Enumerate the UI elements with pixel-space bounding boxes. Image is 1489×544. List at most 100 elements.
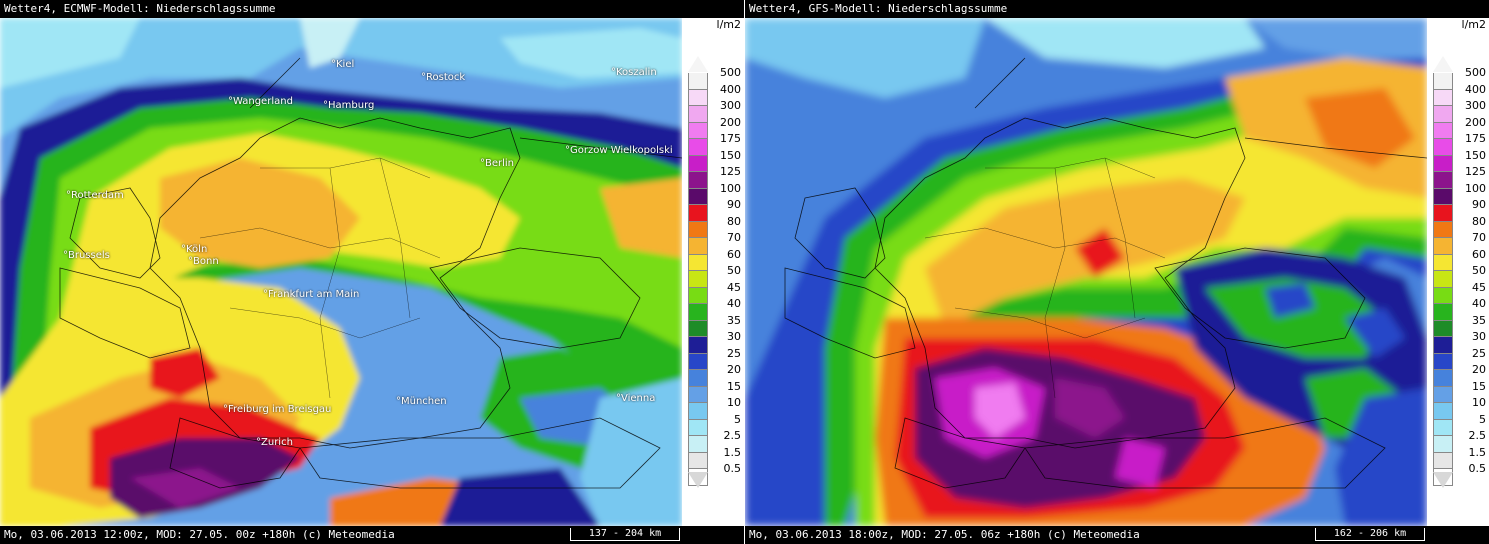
legend-level-label: 125 [1465, 165, 1486, 178]
legend-level-label: 80 [1472, 214, 1486, 228]
legend-level-label: 150 [1465, 148, 1486, 162]
gfs-panel: Wetter4, GFS-Modell: Niederschlagssumme [745, 0, 1489, 544]
legend-swatch [1433, 139, 1453, 156]
legend-level-label: 20 [1472, 363, 1486, 376]
legend-swatch [1433, 271, 1453, 288]
legend-level-label: 50 [727, 264, 741, 277]
gfs-footer: Mo, 03.06.2013 18:00z, MOD: 27.05. 06z +… [749, 528, 1140, 541]
legend-level-label: 10 [1472, 396, 1486, 409]
legend-swatch [688, 139, 708, 156]
legend-labels: 500 400 300 200 175 150 125 100 90 80 70 60 50 45 40 35… [709, 65, 743, 478]
legend-swatch [688, 89, 708, 106]
city-label-koeln: °Köln [181, 244, 208, 255]
ecmwf-panel: Wetter4, ECMWF-Modell: Niederschlagssumm… [0, 0, 744, 544]
legend-swatch [688, 172, 708, 189]
legend-unit: l/m2 [1461, 18, 1486, 31]
legend-swatch [688, 271, 708, 288]
legend-level-label: 70 [727, 231, 741, 244]
legend-level-label: 175 [1465, 132, 1486, 145]
legend-level-label: 200 [720, 115, 741, 129]
gfs-precipitation-map[interactable] [745, 18, 1427, 526]
city-label-koszalin: °Koszalin [611, 67, 657, 78]
city-label-rotterdam: °Rotterdam [66, 190, 124, 201]
legend-swatch [1433, 386, 1453, 403]
legend-swatch [688, 452, 708, 469]
legend-swatch [688, 73, 708, 90]
legend-swatches [1433, 73, 1453, 486]
legend-level-label: 0.5 [723, 462, 742, 475]
legend-swatch [1433, 155, 1453, 172]
gfs-title-bar: Wetter4, GFS-Modell: Niederschlagssumme [745, 0, 1489, 18]
legend-level-label: 2.5 [1468, 429, 1487, 442]
legend-swatch [688, 403, 708, 420]
legend-level-label: 400 [720, 82, 741, 96]
legend-arrow-up-icon [688, 56, 708, 72]
legend-swatch [1433, 106, 1453, 123]
city-label-bonn: °Bonn [188, 256, 219, 267]
legend-swatch [1433, 370, 1453, 387]
city-label-rostock: °Rostock [421, 72, 466, 83]
legend-level-label: 500 [1465, 66, 1486, 79]
legend-swatch [688, 155, 708, 172]
legend-swatch [688, 205, 708, 222]
legend-level-label: 50 [1472, 264, 1486, 277]
legend-level-label: 90 [727, 198, 741, 211]
legend-level-label: 2.5 [723, 429, 742, 442]
city-label-zurich: °Zurich [256, 437, 293, 448]
legend-level-label: 5 [1479, 412, 1486, 426]
legend-level-label: 40 [727, 297, 741, 310]
legend-swatch [688, 436, 708, 453]
legend-swatch [688, 122, 708, 139]
legend-level-label: 20 [727, 363, 741, 376]
city-label-frankfurt: °Frankfurt am Main [263, 289, 360, 300]
legend-level-label: 30 [1472, 330, 1486, 343]
legend-level-label: 5 [734, 412, 741, 426]
legend-swatch [688, 106, 708, 123]
legend-level-label: 100 [720, 181, 741, 195]
legend-level-label: 0.5 [1468, 462, 1487, 475]
legend-swatch [1433, 73, 1453, 90]
legend-arrow-down-icon [688, 472, 708, 488]
legend-level-label: 80 [727, 214, 741, 228]
gfs-title: Wetter4, GFS-Modell: Niederschlagssumme [749, 2, 1008, 15]
legend-swatch [1433, 221, 1453, 238]
legend-level-label: 125 [720, 165, 741, 178]
legend-swatch [688, 419, 708, 436]
legend-level-label: 100 [1465, 181, 1486, 195]
legend-swatch [688, 221, 708, 238]
legend-swatch [688, 238, 708, 255]
legend-level-label: 35 [1472, 313, 1486, 327]
legend-swatch [688, 320, 708, 337]
legend-swatch [1433, 172, 1453, 189]
legend-level-label: 175 [720, 132, 741, 145]
ecmwf-precipitation-map[interactable]: °Kiel °Rostock °Koszalin °Wangerland °Ha… [0, 18, 682, 526]
legend-swatch [1433, 122, 1453, 139]
legend-unit: l/m2 [716, 18, 741, 31]
legend-swatch [688, 353, 708, 370]
legend-labels: 500 400 300 200 175 150 125 100 90 80 70 60 50 45 40 35… [1454, 65, 1488, 478]
city-label-hamburg: °Hamburg [323, 100, 375, 111]
legend-level-label: 1.5 [723, 445, 742, 459]
city-label-kiel: °Kiel [331, 59, 355, 70]
ecmwf-title: Wetter4, ECMWF-Modell: Niederschlagssumm… [4, 2, 276, 15]
legend-arrow-down-icon [1433, 472, 1453, 488]
gfs-map-canvas [745, 18, 1427, 526]
legend-level-label: 300 [720, 99, 741, 112]
legend-swatch [1433, 320, 1453, 337]
legend-level-label: 500 [720, 66, 741, 79]
legend-level-label: 60 [1472, 247, 1486, 261]
legend-swatch [688, 287, 708, 304]
gfs-legend: l/m2 500 400 300 200 175 150 125 100 90 80 70 60 50 4… [1428, 18, 1489, 526]
city-label-brussels: °Brussels [63, 250, 110, 261]
legend-level-label: 45 [1472, 280, 1486, 294]
ecmwf-map-canvas [0, 18, 682, 526]
legend-swatch [688, 386, 708, 403]
legend-swatch [1433, 436, 1453, 453]
ecmwf-footer: Mo, 03.06.2013 12:00z, MOD: 27.05. 00z +… [4, 528, 395, 541]
legend-level-label: 25 [1472, 346, 1486, 360]
legend-swatch [1433, 419, 1453, 436]
city-label-vienna: °Vienna [616, 393, 656, 404]
legend-level-label: 400 [1465, 82, 1486, 96]
legend-swatch [1433, 452, 1453, 469]
legend-swatch [1433, 304, 1453, 321]
